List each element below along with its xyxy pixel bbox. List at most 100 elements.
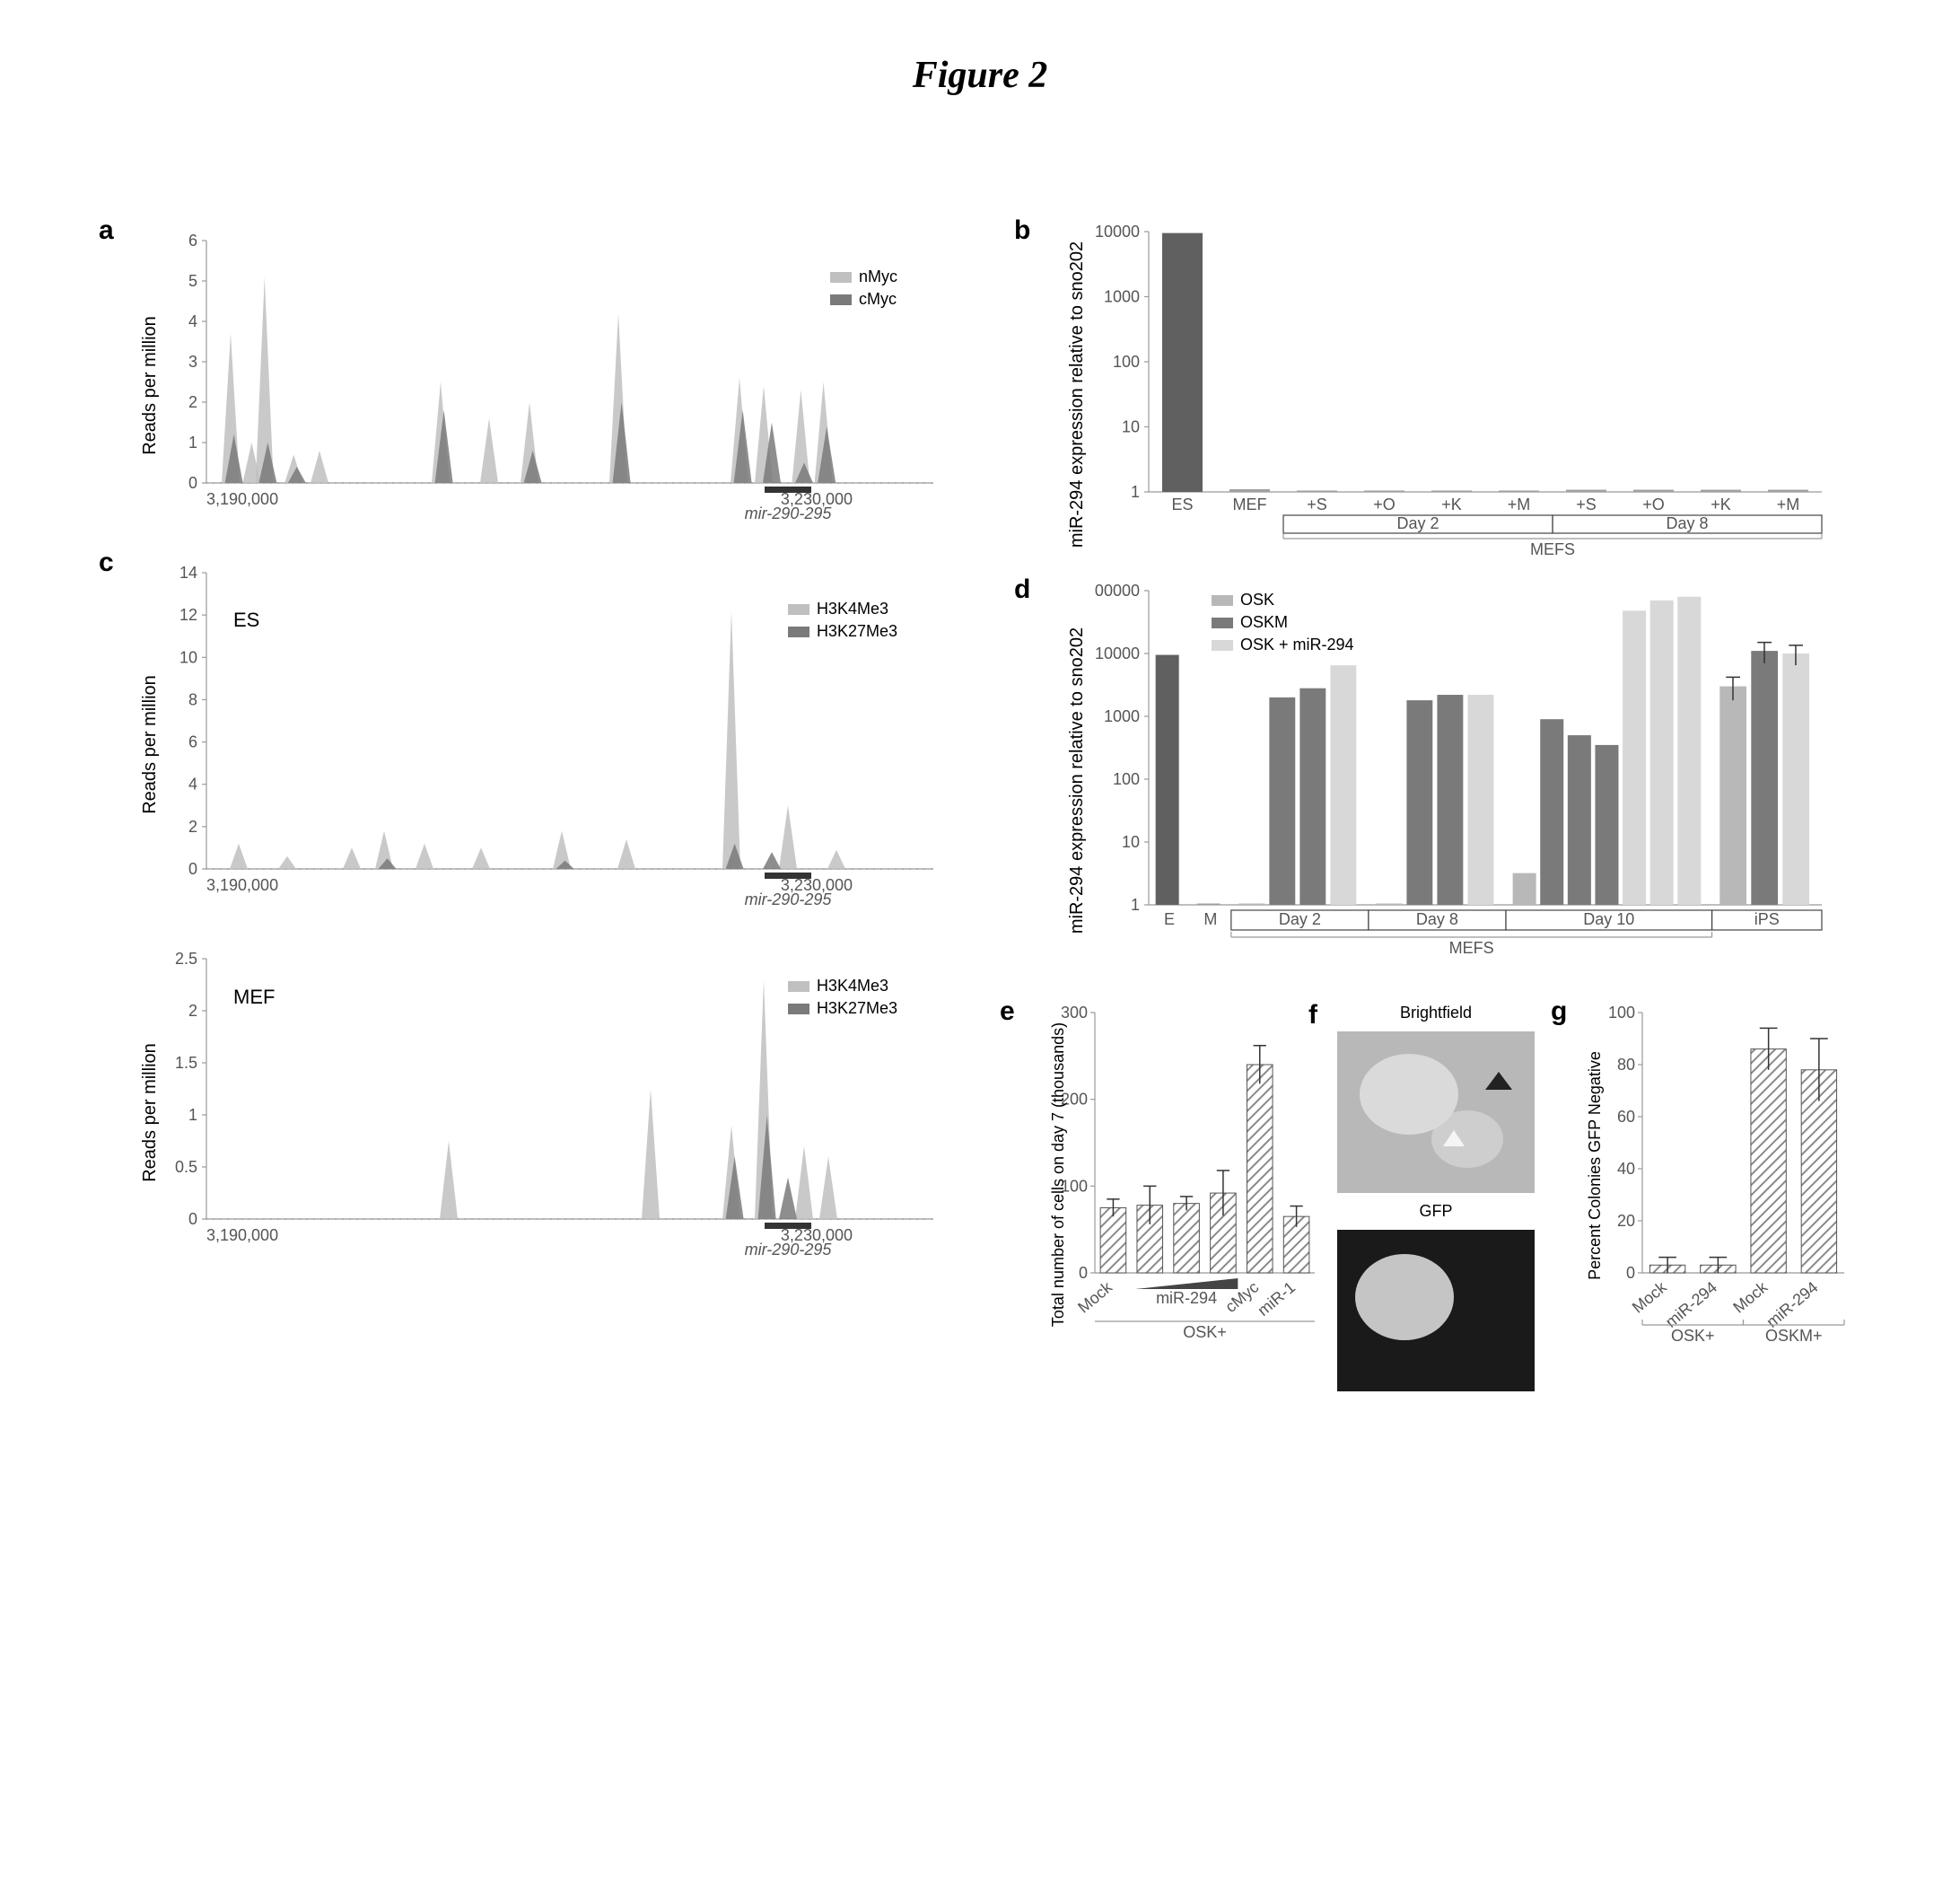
legend-h3k4me3-2: H3K4Me3 — [817, 977, 888, 996]
legend-nmyc: nMyc — [859, 268, 897, 286]
panel-f-label: f — [1308, 1000, 1317, 1031]
panel-d-ylabel: miR-294 expression relative to sno202 — [1067, 627, 1088, 934]
svg-text:+O: +O — [1373, 496, 1396, 513]
svg-text:MEFS: MEFS — [1530, 540, 1575, 558]
panel-a: a Reads per million 01234563,190,0003,23… — [108, 223, 951, 546]
panel-g-chart: 020406080100MockmiR-294MockmiR-294OSK+OS… — [1606, 1004, 1849, 1372]
svg-text:300: 300 — [1061, 1004, 1088, 1022]
svg-text:80: 80 — [1617, 1056, 1635, 1074]
panel-g-label: g — [1551, 996, 1567, 1027]
brightfield-image — [1337, 1031, 1535, 1193]
legend-h3k4me3: H3K4Me3 — [817, 600, 888, 618]
panel-e-chart: 0100200300MockcMycmiR-1miR-294OSK+ — [1059, 1004, 1319, 1372]
svg-text:+K: +K — [1711, 496, 1731, 513]
svg-text:10: 10 — [1122, 418, 1140, 436]
panel-d-legend: OSK OSKM OSK + miR-294 — [1212, 591, 1354, 654]
svg-text:10: 10 — [1122, 833, 1140, 851]
svg-text:+M: +M — [1508, 496, 1531, 513]
panel-a-ylabel: Reads per million — [140, 316, 161, 455]
svg-text:3,190,000: 3,190,000 — [206, 1226, 278, 1244]
panel-c-bot-legend: H3K4Me3 H3K27Me3 — [788, 977, 897, 1018]
svg-text:miR-1: miR-1 — [1255, 1278, 1299, 1320]
panel-d-chart: 110100100010000100000EMDay 2Day 8Day 10i… — [1095, 582, 1831, 977]
svg-text:1000: 1000 — [1104, 707, 1140, 725]
panel-c-top: c Reads per million ES 024681012143,190,… — [108, 555, 951, 932]
panel-f: f Brightfield GFP — [1328, 1004, 1544, 1391]
gfp-image — [1337, 1230, 1535, 1391]
panel-e-ylabel: Total number of cells on day 7 (thousand… — [1049, 1022, 1068, 1327]
panel-b-label: b — [1014, 215, 1030, 246]
legend-osk-mir294: OSK + miR-294 — [1240, 636, 1354, 654]
figure-grid: a Reads per million 01234563,190,0003,23… — [108, 223, 1852, 1391]
legend-h3k27me3-2: H3K27Me3 — [817, 999, 897, 1018]
legend-cmyc: cMyc — [859, 290, 897, 309]
svg-text:OSKM+: OSKM+ — [1765, 1327, 1823, 1345]
panel-e-label: e — [1000, 996, 1015, 1027]
svg-text:0: 0 — [188, 1210, 197, 1228]
panel-g-ylabel: Percent Colonies GFP Negative — [1586, 1051, 1605, 1280]
svg-text:+M: +M — [1777, 496, 1800, 513]
svg-text:Day 2: Day 2 — [1279, 910, 1321, 928]
legend-oskm: OSKM — [1240, 613, 1288, 632]
panel-d: d miR-294 expression relative to sno202 … — [1023, 582, 1852, 986]
svg-text:Day 10: Day 10 — [1583, 910, 1634, 928]
svg-text:100: 100 — [1113, 353, 1140, 371]
svg-text:0: 0 — [1626, 1264, 1635, 1282]
svg-text:2: 2 — [188, 393, 197, 411]
svg-text:Day 8: Day 8 — [1416, 910, 1458, 928]
svg-text:E: E — [1164, 910, 1175, 928]
svg-text:1: 1 — [1131, 896, 1140, 914]
svg-text:ES: ES — [1171, 496, 1193, 513]
svg-text:6: 6 — [188, 232, 197, 250]
figure-title: Figure 2 — [108, 54, 1852, 97]
panel-c-top-inner: ES — [233, 609, 259, 632]
svg-text:40: 40 — [1617, 1160, 1635, 1178]
svg-text:3,190,000: 3,190,000 — [206, 490, 278, 508]
svg-text:mir-290-295: mir-290-295 — [745, 890, 833, 908]
brightfield-label: Brightfield — [1400, 1004, 1472, 1022]
panel-c-bottom: Reads per million MEF 00.511.522.53,190,… — [108, 941, 951, 1282]
svg-text:0: 0 — [188, 474, 197, 492]
panel-b: b miR-294 expression relative to sno202 … — [1023, 223, 1852, 573]
svg-text:Day 2: Day 2 — [1396, 514, 1439, 532]
svg-text:14: 14 — [179, 564, 197, 582]
svg-text:5: 5 — [188, 272, 197, 290]
panel-g: g Percent Colonies GFP Negative 02040608… — [1571, 1004, 1831, 1381]
svg-text:miR-294: miR-294 — [1763, 1278, 1821, 1331]
svg-text:mir-290-295: mir-290-295 — [745, 1241, 833, 1259]
svg-text:8: 8 — [188, 690, 197, 708]
svg-text:1000: 1000 — [1104, 288, 1140, 306]
svg-text:100000: 100000 — [1095, 582, 1140, 600]
svg-text:10000: 10000 — [1095, 645, 1140, 662]
panel-a-label: a — [99, 215, 114, 246]
svg-text:1.5: 1.5 — [175, 1054, 197, 1072]
svg-text:Mock: Mock — [1629, 1277, 1671, 1317]
svg-text:2: 2 — [188, 818, 197, 836]
svg-text:1: 1 — [188, 434, 197, 452]
svg-text:mir-290-295: mir-290-295 — [745, 504, 833, 522]
svg-text:60: 60 — [1617, 1108, 1635, 1126]
svg-text:100: 100 — [1608, 1004, 1635, 1022]
svg-text:+K: +K — [1441, 496, 1462, 513]
legend-h3k27me3: H3K27Me3 — [817, 622, 897, 641]
svg-text:0: 0 — [1079, 1264, 1088, 1282]
svg-text:miR-294: miR-294 — [1662, 1278, 1720, 1331]
svg-text:Day 8: Day 8 — [1666, 514, 1708, 532]
panel-c-bot-ylabel: Reads per million — [140, 1043, 161, 1182]
svg-text:OSK+: OSK+ — [1183, 1323, 1227, 1341]
svg-text:100: 100 — [1113, 770, 1140, 788]
svg-text:3,190,000: 3,190,000 — [206, 876, 278, 894]
svg-text:1: 1 — [188, 1106, 197, 1124]
svg-text:0.5: 0.5 — [175, 1158, 197, 1176]
svg-text:0: 0 — [188, 860, 197, 878]
panel-e: e Total number of cells on day 7 (thousa… — [1023, 1004, 1301, 1381]
bottom-row: e Total number of cells on day 7 (thousa… — [1023, 1004, 1852, 1391]
panel-c-label: c — [99, 548, 114, 578]
svg-text:Mock: Mock — [1729, 1277, 1772, 1317]
svg-text:+S: +S — [1307, 496, 1327, 513]
svg-text:4: 4 — [188, 776, 197, 794]
svg-text:2: 2 — [188, 1002, 197, 1020]
svg-text:1: 1 — [1131, 483, 1140, 501]
panel-b-chart: 110100100010000ESMEF+S+O+K+M+S+O+K+MDay … — [1095, 223, 1831, 564]
svg-text:+S: +S — [1576, 496, 1597, 513]
